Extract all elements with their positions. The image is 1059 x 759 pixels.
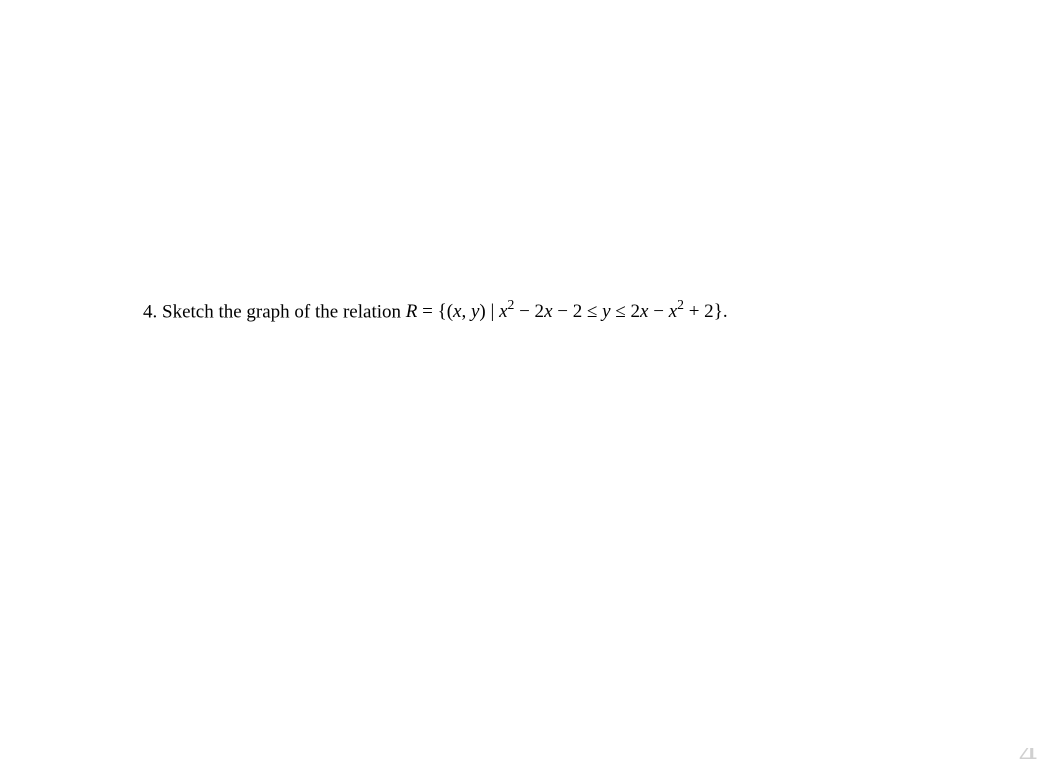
close-brace: } (714, 301, 723, 322)
sup-2-a: 2 (508, 297, 515, 312)
problem-statement: 4. Sketch the graph of the relation R = … (143, 296, 923, 326)
var-x-c: x (669, 301, 677, 322)
period: . (723, 301, 728, 322)
page-number: 4 (1019, 748, 1037, 759)
var-x-sq: x (499, 301, 507, 322)
problem-number: 4. (143, 301, 157, 322)
var-R: R (406, 301, 418, 322)
open-brace: { (438, 301, 447, 322)
problem-intro: Sketch the graph of the relation (162, 301, 406, 322)
math-expression: R = {(x, y) | x2 − 2x − 2 ≤ y ≤ 2x − x2 … (406, 301, 728, 322)
var-y-2: y (602, 301, 610, 322)
minus-2-leq: − 2 ≤ (553, 301, 603, 322)
comma: , (461, 301, 471, 322)
equals: = (417, 301, 437, 322)
minus: − (648, 301, 668, 322)
plus-2: + 2 (684, 301, 714, 322)
problem-content: 4. Sketch the graph of the relation R = … (143, 296, 923, 326)
pipe: | (486, 301, 499, 322)
var-x-a: x (544, 301, 552, 322)
minus-2x-a: − 2 (514, 301, 544, 322)
leq-2x: ≤ 2 (611, 301, 640, 322)
sup-2-b: 2 (677, 297, 684, 312)
